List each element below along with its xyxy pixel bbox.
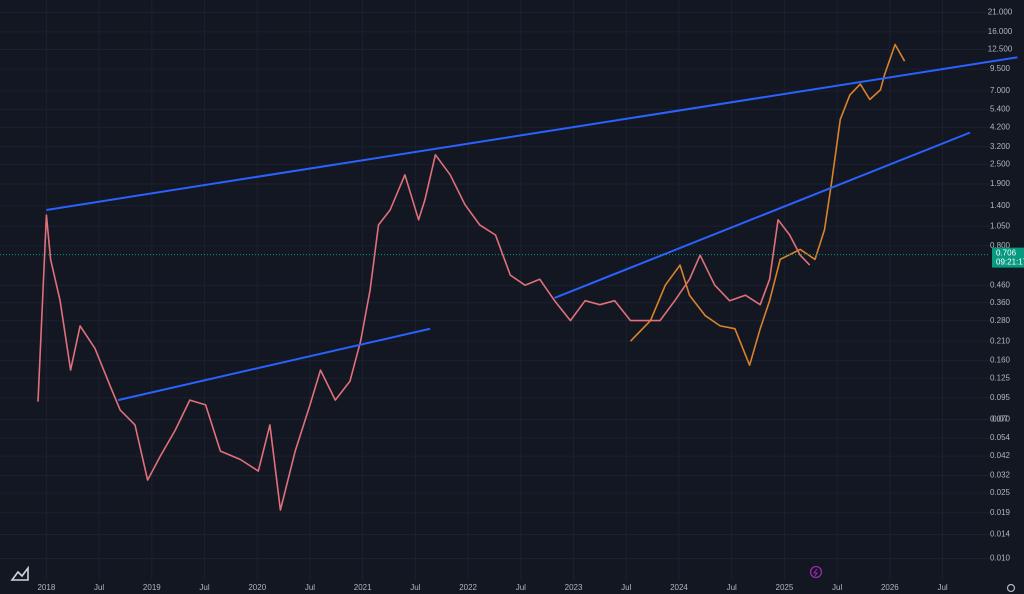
x-tick-label: 2019 — [143, 583, 161, 592]
x-tick-label: Jul — [727, 583, 737, 592]
y-tick-label: 1.050 — [990, 221, 1011, 230]
axes: 21.000 16.000 12.500 9.500 7.000 5.400 4.200 3.… — [37, 8, 1024, 592]
y-tick-label: 0.032 — [990, 471, 1011, 480]
y-tick-label: 0.800 — [990, 241, 1011, 250]
y-tick-label: 0.360 — [990, 298, 1011, 307]
x-tick-label: Jul — [410, 583, 420, 592]
last-price-box — [992, 247, 1024, 268]
y-tick-label: 0.460 — [990, 280, 1011, 289]
x-tick-label: Jul — [937, 583, 947, 592]
trendline — [554, 131, 971, 299]
settings-icon[interactable] — [1006, 583, 1016, 593]
x-tick-label: 2023 — [565, 583, 583, 592]
logo-icon — [10, 565, 29, 581]
x-tick-label: Jul — [832, 583, 842, 592]
y-tick-label: 0.095 — [990, 393, 1011, 402]
y-tick-label: 0.160 — [990, 356, 1011, 365]
last-price-label: 0.706 — [996, 249, 1017, 258]
x-tick-label: Jul — [199, 583, 209, 592]
y-tick-label: 0.014 — [990, 530, 1011, 539]
plot — [0, 43, 1018, 511]
y-tick-label: 0.125 — [990, 373, 1011, 382]
replay-icon[interactable] — [809, 565, 823, 579]
y-tick-label: 0.070 — [990, 415, 1011, 424]
tradingview-logo[interactable] — [10, 565, 29, 581]
x-tick-label: 2018 — [37, 583, 55, 592]
trendline — [46, 56, 1018, 211]
y-tick-label: 4.200 — [990, 122, 1011, 131]
y-tick-label: 0.210 — [990, 336, 1011, 345]
y-tick-label: 0.019 — [990, 508, 1011, 517]
x-tick-label: 2025 — [776, 583, 794, 592]
gear — [1006, 583, 1016, 593]
y-tick-label: 0.07 — [992, 415, 1008, 424]
x-tick-label: 2026 — [881, 583, 899, 592]
y-tick-label: 9.500 — [990, 64, 1011, 73]
y-tick-label: 2.500 — [990, 159, 1011, 168]
countdown-label: 09:21:17 — [996, 258, 1024, 267]
x-tick-label: Jul — [621, 583, 631, 592]
x-tick-label: 2024 — [670, 583, 688, 592]
x-tick-label: 2020 — [248, 583, 266, 592]
y-tick-label: 5.400 — [990, 105, 1011, 114]
y-tick-label: 7.000 — [990, 86, 1011, 95]
price-line — [37, 154, 811, 511]
y-tick-label: 21.000 — [988, 8, 1013, 17]
x-tick-label: Jul — [305, 583, 315, 592]
y-tick-label: 12.500 — [988, 45, 1013, 54]
icon-bolt — [813, 568, 818, 577]
x-tick-label: 2022 — [459, 583, 477, 592]
y-tick-label: 3.200 — [990, 142, 1011, 151]
x-tick-label: 2021 — [354, 583, 372, 592]
y-tick-label: 1.900 — [990, 179, 1011, 188]
icon-ring — [809, 565, 823, 579]
y-tick-label: 1.400 — [990, 201, 1011, 210]
x-tick-label: Jul — [516, 583, 526, 592]
grid — [0, 0, 990, 580]
y-tick-label: 0.280 — [990, 316, 1011, 325]
x-tick-label: Jul — [94, 583, 104, 592]
price-line — [629, 43, 906, 366]
trendline — [117, 327, 431, 402]
y-tick-label: 0.054 — [990, 433, 1011, 442]
y-tick-label: 16.000 — [988, 27, 1013, 36]
y-tick-label: 0.010 — [990, 554, 1011, 563]
y-tick-label: 0.042 — [990, 451, 1011, 460]
y-tick-label: 0.025 — [990, 488, 1011, 497]
